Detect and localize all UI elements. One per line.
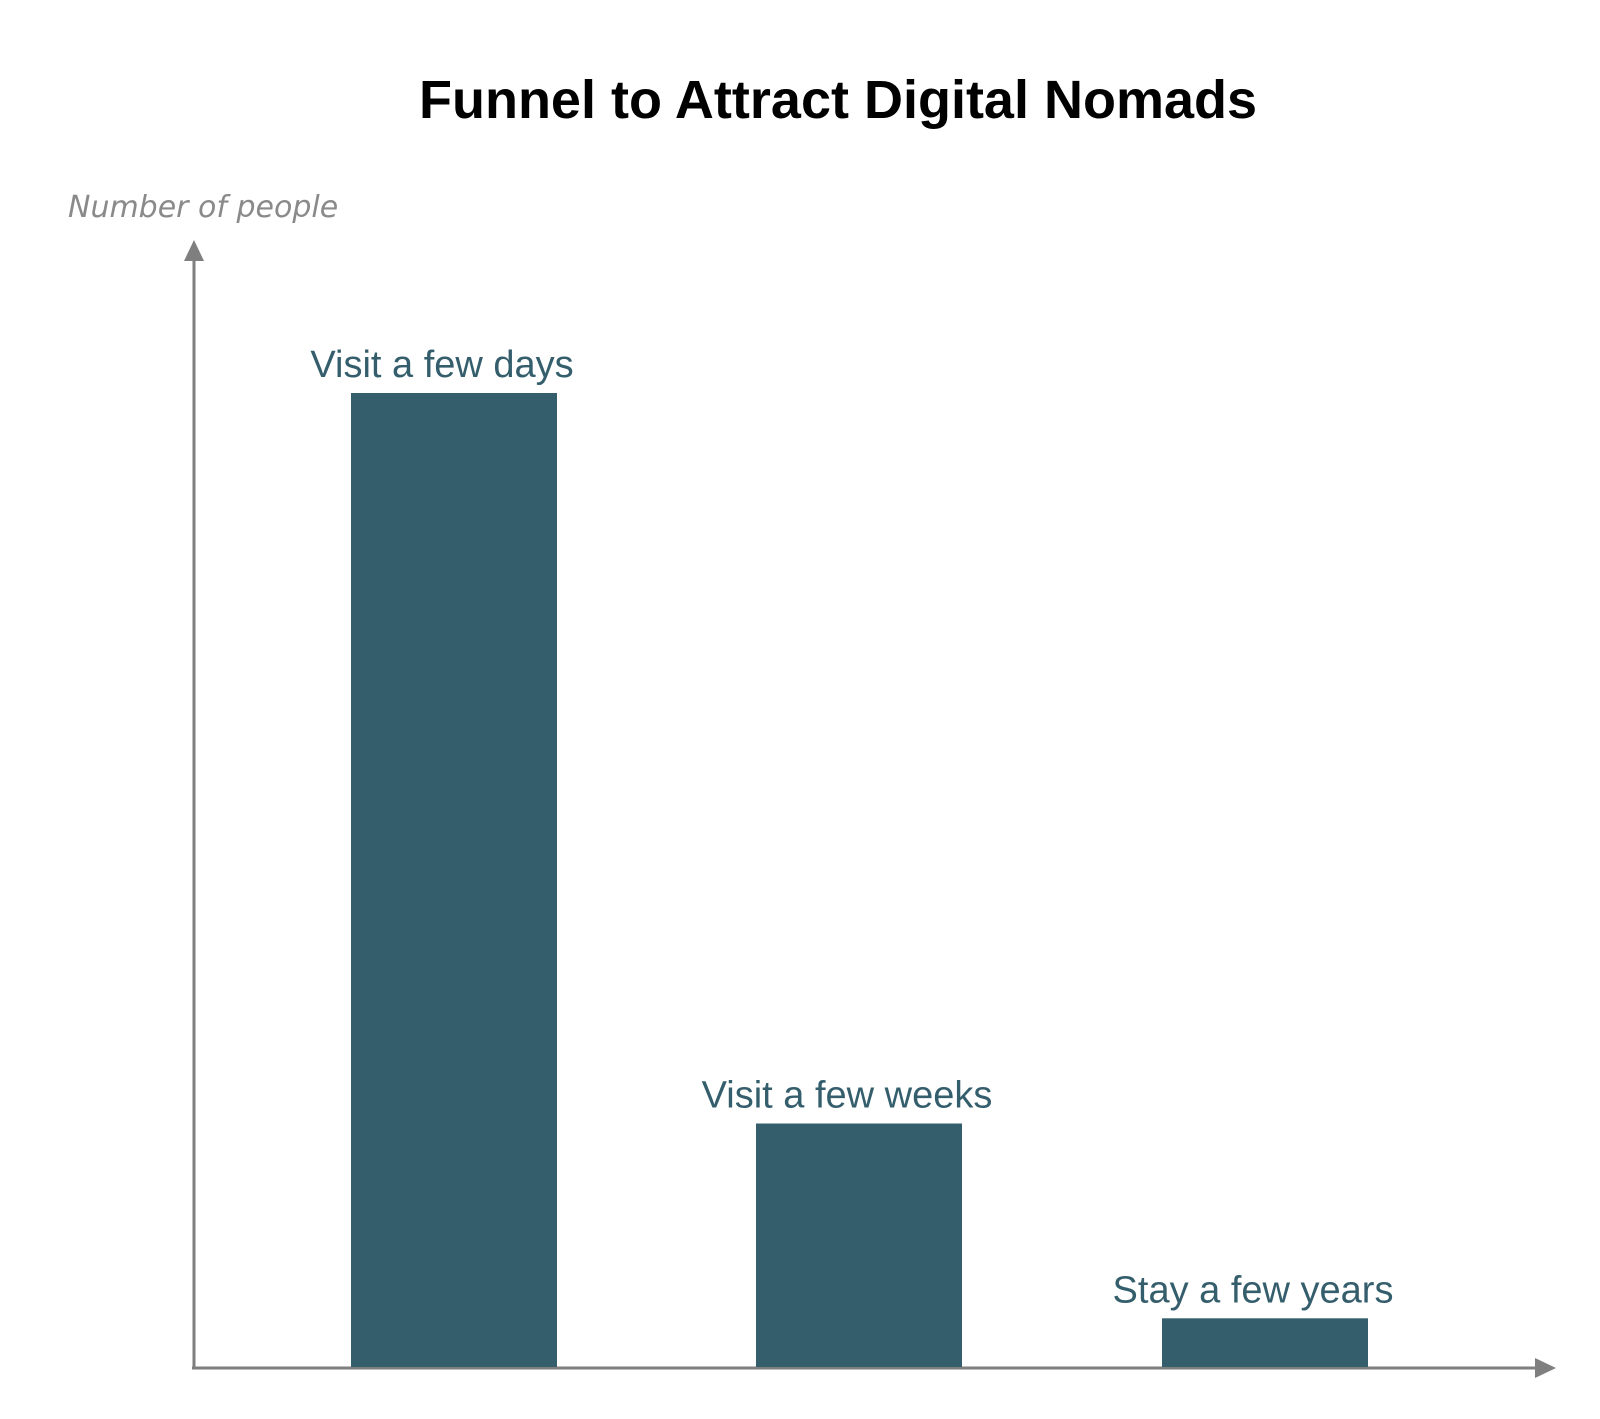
- bar-label-2: Visit a few weeks: [702, 1075, 993, 1117]
- chart-title: Funnel to Attract Digital Nomads: [419, 70, 1257, 130]
- bar-label-1: Visit a few days: [310, 344, 573, 386]
- bar-1: [351, 393, 557, 1367]
- y-axis-arrow-icon: [184, 240, 204, 261]
- x-axis-arrow-icon: [1535, 1358, 1556, 1378]
- bar-labels: Visit a few days Visit a few weeks Stay a …: [310, 344, 1393, 1311]
- bars: [351, 393, 1368, 1367]
- bar-label-3: Stay a few years: [1113, 1269, 1394, 1311]
- y-axis-label: Number of people: [68, 190, 338, 225]
- axes: [184, 240, 1556, 1378]
- bar-2: [756, 1123, 962, 1367]
- bar-3: [1162, 1318, 1368, 1367]
